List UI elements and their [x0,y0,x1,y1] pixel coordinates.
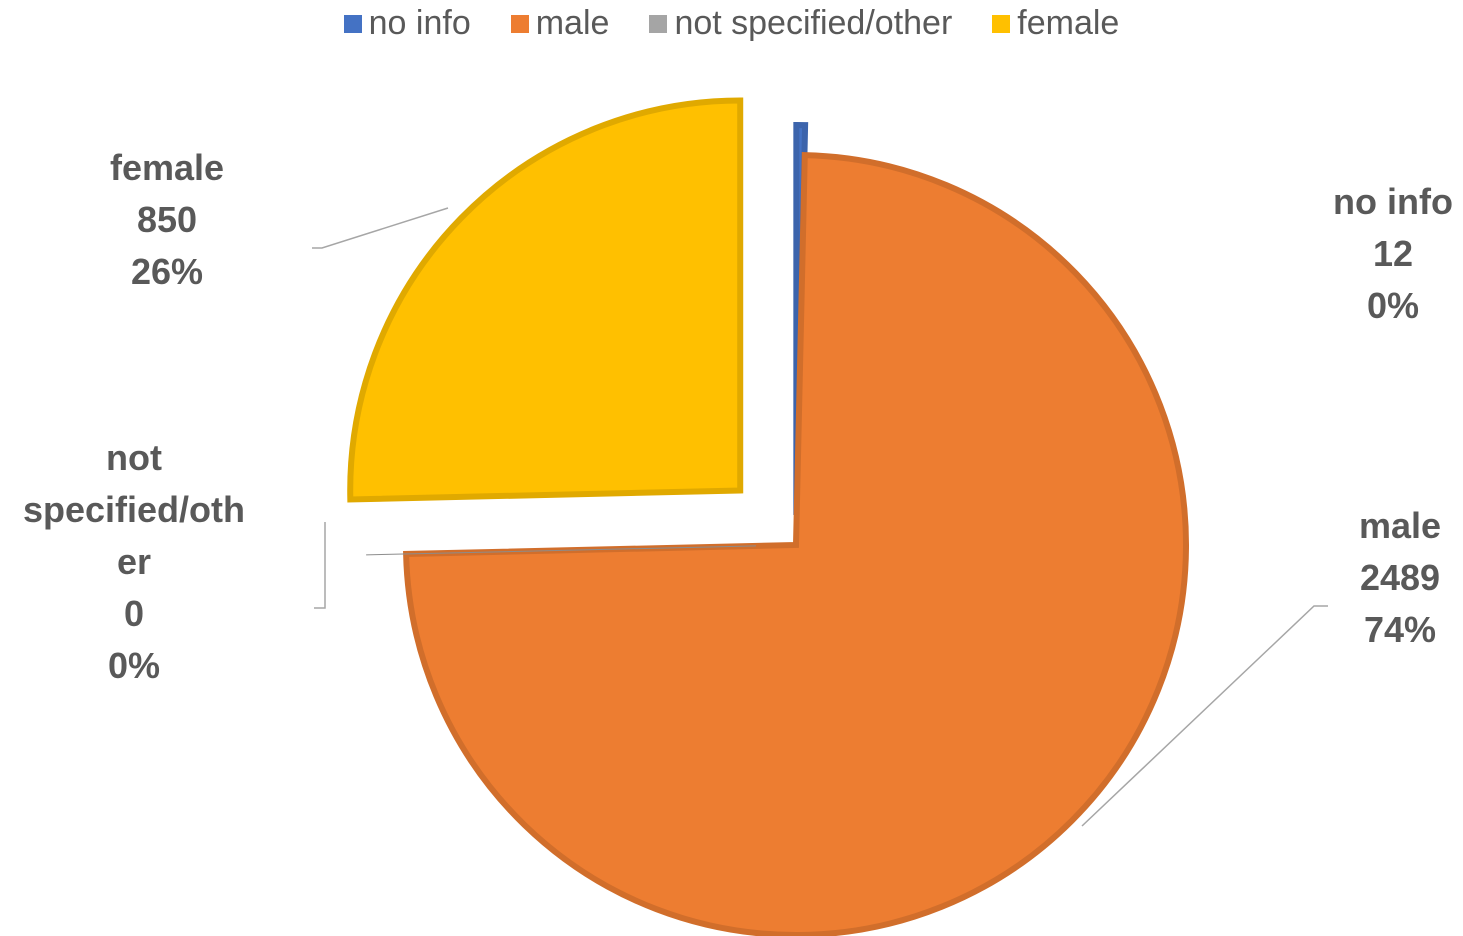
data-label-female-percent: 26% [130,251,204,292]
data-label-not-specified-line1: not [106,437,162,478]
data-label-not-specified-value: 0 [123,593,145,634]
data-label-male-name: male [1358,505,1442,546]
pie-slice-female [347,97,744,503]
data-label-male-value: 2489 [1359,557,1441,598]
data-label-female-name: female [109,147,225,188]
legend-label-no-info: no info [368,4,471,42]
legend-item-female: female [992,4,1119,43]
data-label-female: female 850 26% [92,142,242,298]
pie-slice-not-specified [366,545,757,556]
legend-item-male: male [510,4,610,43]
data-label-not-specified-line3: er [116,541,152,582]
data-label-not-specified-line2: specified/oth [22,489,246,530]
data-label-no-info-name: no info [1333,181,1453,222]
data-label-not-specified-percent: 0% [107,645,161,686]
legend-label-female: female [1017,4,1120,42]
legend-swatch-not-specified [649,14,668,33]
legend-swatch-female [992,14,1011,33]
legend-item-not-specified: not specified/other [649,4,952,43]
legend-label-male: male [535,4,610,42]
data-label-no-info-value: 12 [1372,233,1414,274]
data-label-female-value: 850 [136,199,198,240]
data-label-not-specified: not specified/oth er 0 0% [10,432,258,692]
legend-swatch-no-info [343,14,362,33]
leader-line-female [312,207,449,249]
legend-label-not-specified: not specified/other [674,4,953,42]
pie-slice-male [403,152,1189,936]
data-label-no-info: no info 12 0% [1318,176,1463,332]
legend: no info male not specified/other female [0,4,1463,43]
leader-line-not-specified [314,522,326,609]
leader-line-male [1081,605,1328,827]
data-label-male: male 2489 74% [1325,500,1463,656]
data-label-male-percent: 74% [1363,609,1437,650]
legend-item-no-info: no info [343,4,471,43]
legend-swatch-male [510,14,529,33]
data-label-no-info-percent: 0% [1366,285,1420,326]
